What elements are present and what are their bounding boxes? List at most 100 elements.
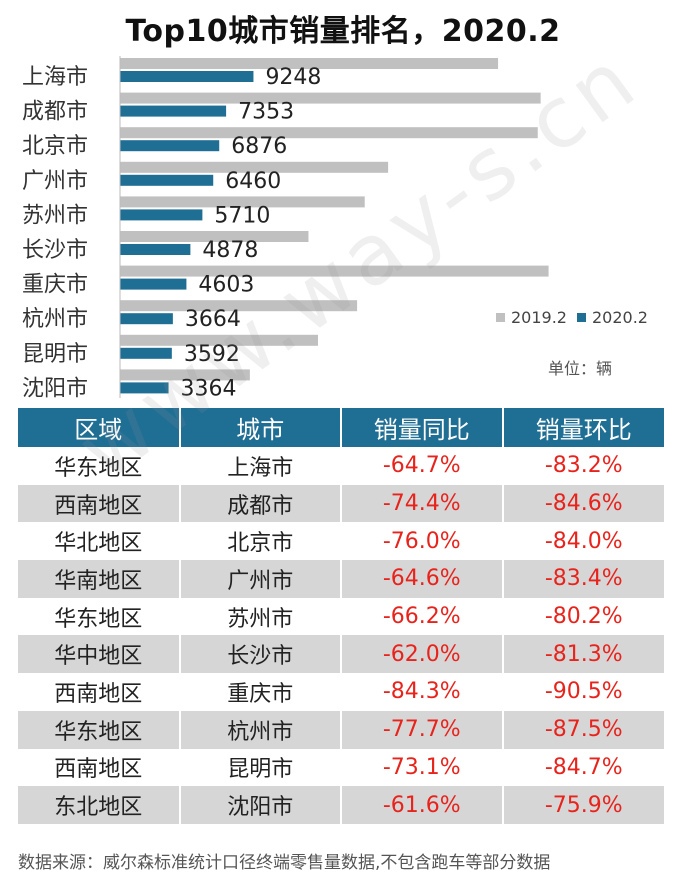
- bar-2020: [120, 313, 173, 325]
- table-row: 华北地区 北京市 -76.0% -84.0%: [18, 522, 664, 561]
- bar-chart: 上海市 9248 成都市 7353 北京市 6876 广州市 6460 苏州市 5710 长沙市 48…: [22, 56, 549, 401]
- data-label: 3364: [181, 376, 237, 401]
- category-label: 昆明市: [22, 342, 88, 367]
- category-label: 上海市: [22, 65, 88, 90]
- data-label: 6460: [225, 169, 281, 194]
- cell-mom: -83.4%: [502, 560, 664, 598]
- cell-yoy: -66.2%: [341, 597, 504, 636]
- bar-2020: [120, 71, 254, 82]
- bar-2019: [120, 127, 538, 139]
- data-source-note: 数据来源：威尔森标准统计口径终端零售量数据,不包含跑车等部分数据: [18, 853, 551, 873]
- cell-region: 华东地区: [18, 597, 181, 636]
- category-label: 广州市: [22, 169, 88, 194]
- cell-region: 东北地区: [18, 786, 181, 824]
- category-label: 苏州市: [22, 203, 88, 228]
- bar-2020: [120, 209, 203, 221]
- header-mom: 销量环比: [502, 408, 664, 447]
- category-label: 成都市: [22, 100, 88, 125]
- chart-title: Top10城市销量排名，2020.2: [125, 14, 561, 49]
- bar-2020: [120, 174, 214, 186]
- cell-city: 苏州市: [179, 597, 342, 636]
- category-label: 沈阳市: [22, 376, 88, 401]
- cell-city: 上海市: [179, 447, 342, 485]
- bar-2019: [120, 265, 549, 277]
- cell-city: 北京市: [179, 522, 342, 561]
- bar-2019: [120, 334, 318, 346]
- table-row: 西南地区 昆明市 -73.1% -84.7%: [18, 748, 664, 787]
- data-label: 3664: [185, 307, 241, 332]
- sales-table: 区域 城市 销量同比 销量环比 华东地区 上海市 -64.7% -83.2% 西南地区成…: [18, 408, 664, 824]
- bar-2020: [120, 347, 172, 359]
- cell-mom: -80.2%: [544, 604, 623, 630]
- data-label: 4878: [202, 238, 258, 263]
- bar-2019: [120, 196, 365, 208]
- cell-yoy: -61.6%: [341, 786, 504, 824]
- cell-yoy: -64.7%: [341, 447, 504, 485]
- bar-2019: [120, 161, 389, 173]
- bar-2020: [120, 105, 227, 117]
- table-row: 西南地区 重庆市 -84.3% -90.5%: [18, 673, 664, 711]
- header-yoy: 销量同比: [341, 408, 504, 447]
- cell-mom: -84.0%: [544, 528, 623, 554]
- bar-2020: [120, 140, 220, 152]
- cell-region: 西南地区: [18, 484, 181, 523]
- data-label: 4603: [198, 273, 254, 298]
- cell-city: 昆明市: [179, 748, 342, 787]
- table-row: 东北地区 沈阳市 -61.6% -75.9%: [18, 786, 664, 824]
- cell-yoy: -84.3%: [341, 673, 504, 711]
- bar-2019: [120, 300, 358, 312]
- cell-region: 华东地区: [18, 710, 181, 749]
- table-header-row: 区域 城市 销量同比 销量环比: [18, 408, 664, 447]
- header-city: 城市: [179, 408, 342, 447]
- table-row: 华南地区 广州市 -64.6% -83.4%: [18, 560, 664, 598]
- data-label: 3592: [184, 342, 240, 367]
- data-label: 6876: [231, 134, 287, 159]
- cell-mom: -87.5%: [502, 710, 664, 749]
- cell-city: 沈阳市: [179, 786, 342, 824]
- category-label: 北京市: [22, 134, 88, 159]
- cell-city: 重庆市: [179, 673, 342, 711]
- bar-2019: [120, 369, 250, 381]
- cell-region: 华北地区: [18, 522, 181, 561]
- header-region: 区域: [18, 408, 181, 447]
- cell-mom: -75.9%: [502, 786, 664, 824]
- cell-mom: -84.7%: [544, 754, 623, 780]
- bar-2019: [120, 92, 541, 104]
- bar-2019: [120, 231, 309, 242]
- cell-mom: -81.3%: [502, 635, 664, 674]
- legend-swatch-2020: [576, 313, 586, 322]
- table-row: 华东地区 苏州市 -66.2% -80.2%: [18, 597, 664, 636]
- unit-label: 单位：辆: [548, 359, 613, 378]
- cell-yoy: -64.6%: [341, 560, 504, 598]
- cell-yoy: -62.0%: [341, 635, 504, 674]
- table-row: 华中地区 长沙市 -62.0% -81.3%: [18, 635, 664, 674]
- category-label: 重庆市: [22, 273, 88, 298]
- cell-city: 成都市: [179, 484, 342, 523]
- cell-yoy: -77.7%: [341, 710, 504, 749]
- legend-label-2019: 2019.2: [511, 308, 567, 327]
- bar-2020: [120, 382, 169, 394]
- table-row: 西南地区 成都市 -74.4% -84.6%: [18, 484, 664, 523]
- category-label: 杭州市: [22, 307, 88, 332]
- cell-yoy: -76.0%: [341, 522, 504, 561]
- data-label: 5710: [214, 203, 270, 228]
- bar-2020: [120, 244, 191, 255]
- cell-yoy: -74.4%: [341, 484, 504, 523]
- cell-region: 华东地区: [18, 447, 181, 485]
- data-label: 7353: [238, 100, 294, 125]
- cell-mom: -84.6%: [502, 484, 664, 523]
- cell-city: 广州市: [179, 560, 342, 598]
- cell-city: 杭州市: [179, 710, 342, 749]
- chart-legend: 2019.2 2020.2: [496, 308, 648, 327]
- cell-region: 华南地区: [18, 560, 181, 598]
- cell-region: 华中地区: [18, 635, 181, 674]
- cell-region: 西南地区: [18, 673, 181, 711]
- table-row: 华东地区 杭州市 -77.7% -87.5%: [18, 710, 664, 749]
- legend-label-2020: 2020.2: [591, 308, 648, 327]
- bar-2019: [120, 58, 499, 69]
- table-row: 华东地区 上海市 -64.7% -83.2%: [18, 447, 664, 485]
- cell-mom: -83.2%: [544, 453, 623, 479]
- cell-region: 西南地区: [18, 748, 181, 787]
- legend-swatch-2019: [496, 313, 505, 322]
- cell-city: 长沙市: [179, 635, 342, 674]
